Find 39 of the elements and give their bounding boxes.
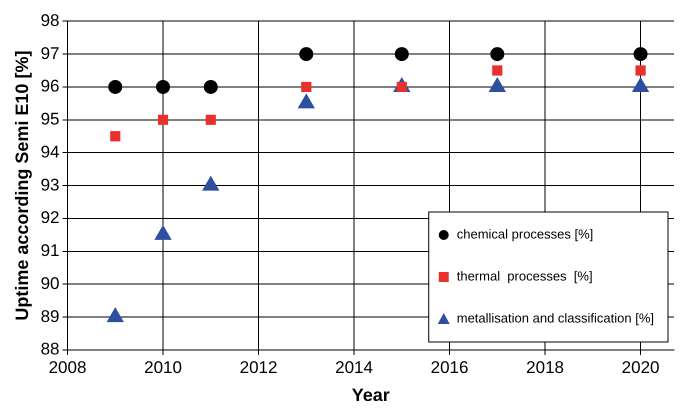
point	[301, 82, 312, 92]
point	[634, 47, 648, 62]
point	[492, 65, 502, 76]
y-tick-label: 96	[40, 76, 60, 96]
x-tick-label: 2010	[144, 358, 182, 377]
point	[204, 80, 218, 94]
x-tick-label: 2018	[526, 358, 564, 377]
y-tick-label: 90	[40, 274, 60, 293]
y-tick-label: 97	[40, 44, 60, 63]
y-tick-label: 91	[40, 241, 60, 260]
point	[108, 80, 122, 94]
y-tick-label: 98	[40, 10, 60, 30]
point	[202, 176, 220, 191]
y-tick-label: 94	[40, 142, 60, 162]
x-tick-label: 2008	[48, 358, 86, 377]
legend-label: chemical processes [%]	[456, 226, 594, 242]
point	[154, 225, 172, 240]
point	[206, 114, 216, 125]
point	[110, 131, 120, 142]
point	[299, 47, 314, 62]
x-tick-label: 2020	[622, 358, 660, 377]
point	[156, 80, 170, 94]
y-tick-label: 88	[40, 340, 60, 359]
y-tick-label: 95	[40, 110, 60, 129]
y-tick-label: 93	[40, 175, 60, 194]
x-tick-label: 2012	[240, 358, 278, 377]
point	[635, 65, 646, 76]
x-axis-title: Year	[352, 385, 390, 406]
point	[106, 308, 124, 322]
x-tick-label: 2016	[430, 358, 468, 377]
y-tick-label: 92	[40, 208, 60, 228]
legend-label: thermal processes [%]	[456, 268, 593, 284]
x-tick-label: 2014	[335, 358, 373, 377]
point	[490, 47, 504, 62]
legend-label: metallisation and classification [%]	[456, 310, 654, 326]
y-axis-title: Uptime according Semi E10 [%]	[12, 50, 32, 321]
point	[394, 47, 409, 62]
point	[158, 114, 168, 125]
y-tick-label: 89	[40, 306, 60, 326]
